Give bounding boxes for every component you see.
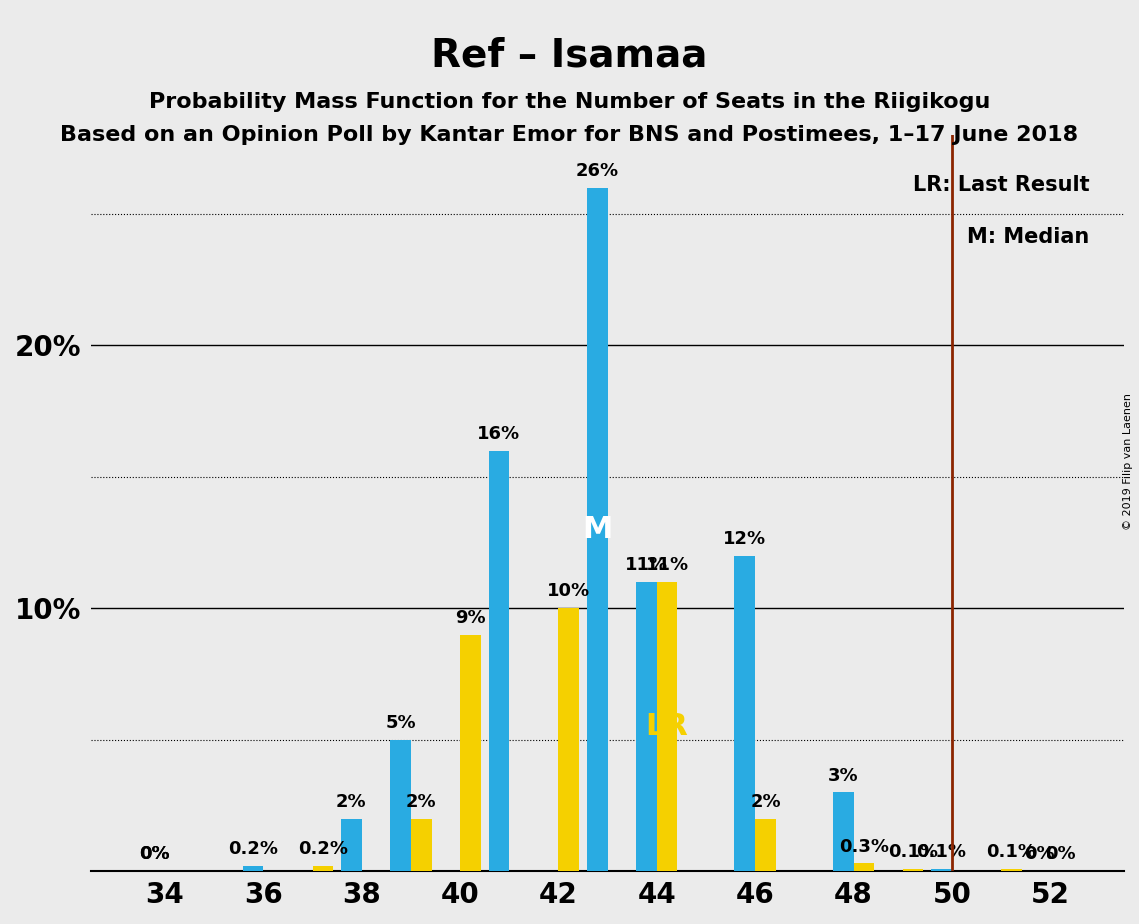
- Bar: [853, 863, 874, 871]
- Text: 0.1%: 0.1%: [917, 843, 967, 861]
- Text: 0.1%: 0.1%: [986, 843, 1036, 861]
- Bar: [903, 869, 924, 871]
- Bar: [657, 582, 678, 871]
- Text: 0%: 0%: [139, 845, 170, 863]
- Bar: [489, 451, 509, 871]
- Text: 0.1%: 0.1%: [888, 843, 939, 861]
- Text: 5%: 5%: [385, 714, 416, 732]
- Bar: [637, 582, 657, 871]
- Bar: [411, 819, 432, 871]
- Bar: [391, 740, 411, 871]
- Text: 0%: 0%: [1025, 845, 1055, 863]
- Text: 2%: 2%: [751, 793, 781, 810]
- Text: Ref – Isamaa: Ref – Isamaa: [432, 37, 707, 75]
- Text: 12%: 12%: [723, 529, 767, 548]
- Text: 0%: 0%: [1046, 845, 1076, 863]
- Text: 10%: 10%: [547, 582, 590, 601]
- Bar: [735, 555, 755, 871]
- Text: M: Median: M: Median: [967, 227, 1090, 247]
- Bar: [1001, 869, 1022, 871]
- Bar: [833, 793, 853, 871]
- Text: LR: Last Result: LR: Last Result: [913, 175, 1090, 195]
- Bar: [341, 819, 362, 871]
- Text: 11%: 11%: [646, 556, 689, 574]
- Text: 0.2%: 0.2%: [298, 840, 347, 858]
- Text: 9%: 9%: [456, 609, 485, 626]
- Text: 0.2%: 0.2%: [228, 840, 278, 858]
- Text: M: M: [582, 515, 613, 544]
- Bar: [932, 869, 952, 871]
- Bar: [755, 819, 776, 871]
- Bar: [558, 608, 579, 871]
- Text: 0.3%: 0.3%: [838, 837, 888, 856]
- Text: 2%: 2%: [336, 793, 367, 810]
- Text: Probability Mass Function for the Number of Seats in the Riigikogu: Probability Mass Function for the Number…: [149, 92, 990, 113]
- Text: 0%: 0%: [139, 845, 170, 863]
- Text: © 2019 Filip van Laenen: © 2019 Filip van Laenen: [1123, 394, 1133, 530]
- Text: LR: LR: [646, 712, 689, 741]
- Text: Based on an Opinion Poll by Kantar Emor for BNS and Postimees, 1–17 June 2018: Based on an Opinion Poll by Kantar Emor …: [60, 125, 1079, 145]
- Text: 2%: 2%: [405, 793, 436, 810]
- Bar: [312, 866, 334, 871]
- Bar: [243, 866, 263, 871]
- Text: 11%: 11%: [625, 556, 669, 574]
- Bar: [460, 635, 481, 871]
- Text: 26%: 26%: [575, 162, 618, 180]
- Text: 16%: 16%: [477, 425, 521, 443]
- Bar: [587, 188, 607, 871]
- Text: 3%: 3%: [828, 767, 859, 784]
